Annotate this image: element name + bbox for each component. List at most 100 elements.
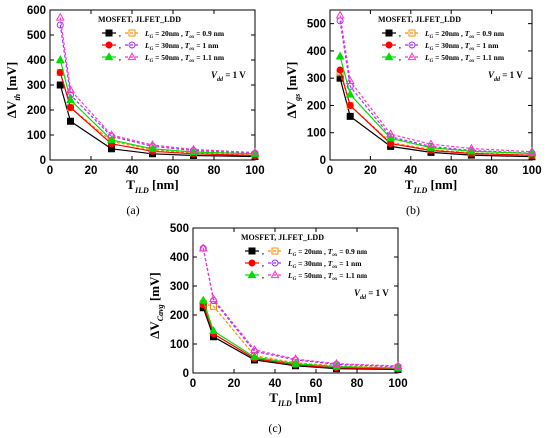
vdd-annotation: Vdd = 1 V <box>354 288 389 301</box>
x-axis-label: TILD [nm] <box>126 177 178 195</box>
legend-label: LG = 30nm , Tox = 1 nm <box>144 41 219 52</box>
series-line <box>59 17 256 154</box>
legend-label: LG = 20nm , Tox = 0.9 nm <box>144 29 225 40</box>
data-point <box>336 66 344 74</box>
y-axis-label: ΔVth [mV] <box>4 62 22 118</box>
legend-label: LG = 50nm , Tox = 1.1 nm <box>144 53 225 64</box>
y-tick-label: 100 <box>170 339 189 351</box>
legend-marker <box>385 41 393 49</box>
x-tick-label: 0 <box>47 165 53 177</box>
legend-marker <box>408 41 416 49</box>
data-point <box>393 361 403 370</box>
data-point <box>198 295 208 304</box>
x-tick-label: 40 <box>126 165 139 177</box>
legend-label: LG = 50nm , Tox = 1.1 nm <box>424 53 505 64</box>
data-point <box>387 140 395 148</box>
series-line <box>59 24 256 154</box>
legend-separator: , <box>119 41 121 50</box>
legend-label: LG = 20nm , Tox = 0.9 nm <box>287 247 368 258</box>
series-line <box>202 248 399 367</box>
x-tick-label: 20 <box>85 165 98 177</box>
data-point <box>67 104 74 111</box>
legend-marker <box>407 52 417 61</box>
legend-marker <box>385 29 393 37</box>
y-tick-label: 500 <box>307 19 326 31</box>
legend-marker <box>408 29 416 37</box>
panel-caption: (c) <box>268 421 281 435</box>
legend-marker <box>248 259 256 267</box>
legend-marker <box>128 29 136 37</box>
series-line <box>203 302 399 369</box>
series-line <box>339 56 533 155</box>
data-point <box>527 146 537 155</box>
legend-marker <box>105 29 113 37</box>
data-point <box>291 358 300 367</box>
data-point <box>56 81 64 89</box>
legend-separator: , <box>119 53 121 62</box>
chart-panel-c: 0 100 200 300 400 500 0 20 40 60 80 100 ΔVCavg [mV] T… <box>147 223 408 435</box>
data-point <box>250 352 259 361</box>
data-point <box>66 95 75 104</box>
y-tick-label: 500 <box>170 223 189 235</box>
legend-label: LG = 30nm , Tox = 1 nm <box>287 259 362 270</box>
legend-marker <box>247 270 257 279</box>
y-tick-label: 100 <box>27 130 46 142</box>
x-tick-label: 40 <box>404 165 417 177</box>
data-point <box>386 129 396 138</box>
data-point <box>67 117 74 125</box>
x-tick-label: 100 <box>245 165 264 177</box>
x-tick-label: 20 <box>228 378 241 390</box>
legend-marker <box>384 52 394 61</box>
y-axis-label: ΔVgs [mV] <box>284 62 302 119</box>
y-tick-label: 200 <box>170 310 189 322</box>
legend-header: MOSFET, JLFET_LDD <box>378 15 461 24</box>
legend-marker <box>271 259 279 267</box>
x-tick-label: 80 <box>485 165 498 177</box>
data-point <box>336 74 344 82</box>
data-point <box>56 21 64 29</box>
y-tick-label: 600 <box>27 5 46 17</box>
data-point <box>66 85 75 94</box>
data-point <box>198 243 208 252</box>
x-tick-label: 60 <box>310 378 323 390</box>
y-tick-label: 500 <box>27 30 46 42</box>
y-tick-label: 300 <box>170 281 189 293</box>
data-point <box>107 130 116 139</box>
data-point <box>209 326 218 335</box>
data-point <box>291 354 300 363</box>
x-tick-label: 0 <box>190 378 196 390</box>
data-point <box>189 144 198 153</box>
data-point <box>209 294 218 303</box>
plot-frame <box>192 227 399 374</box>
legend-marker <box>270 270 280 279</box>
legend-marker <box>271 247 279 255</box>
y-tick-label: 400 <box>170 252 189 264</box>
data-point <box>250 147 260 156</box>
data-point <box>148 143 157 152</box>
data-point <box>332 358 341 367</box>
panel-caption: (a) <box>126 203 139 217</box>
y-tick-label: 200 <box>27 105 46 117</box>
y-axis-label: ΔVCavg [mV] <box>147 272 165 339</box>
x-tick-label: 60 <box>167 165 180 177</box>
x-tick-label: 80 <box>351 378 364 390</box>
legend-marker <box>127 52 137 61</box>
data-point <box>346 101 354 109</box>
series-line <box>202 304 399 370</box>
series-line <box>339 20 533 154</box>
y-tick-label: 200 <box>307 100 326 112</box>
series-line <box>339 78 533 158</box>
x-tick-label: 100 <box>388 378 407 390</box>
y-tick-label: 400 <box>307 46 326 58</box>
y-tick-label: 0 <box>320 155 326 167</box>
data-point <box>346 112 354 120</box>
legend-header: MOSFET, JLFET_LDD <box>98 15 181 24</box>
legend-label: LG = 50nm , Tox = 1.1 nm <box>287 271 368 282</box>
y-tick-label: 300 <box>27 80 46 92</box>
data-point <box>107 135 116 144</box>
data-point <box>55 12 65 21</box>
legend-header: MOSFET, JLFET_LDD <box>241 233 324 242</box>
y-tick-label: 400 <box>27 55 46 67</box>
legend-marker <box>248 247 256 255</box>
x-tick-label: 80 <box>208 165 221 177</box>
